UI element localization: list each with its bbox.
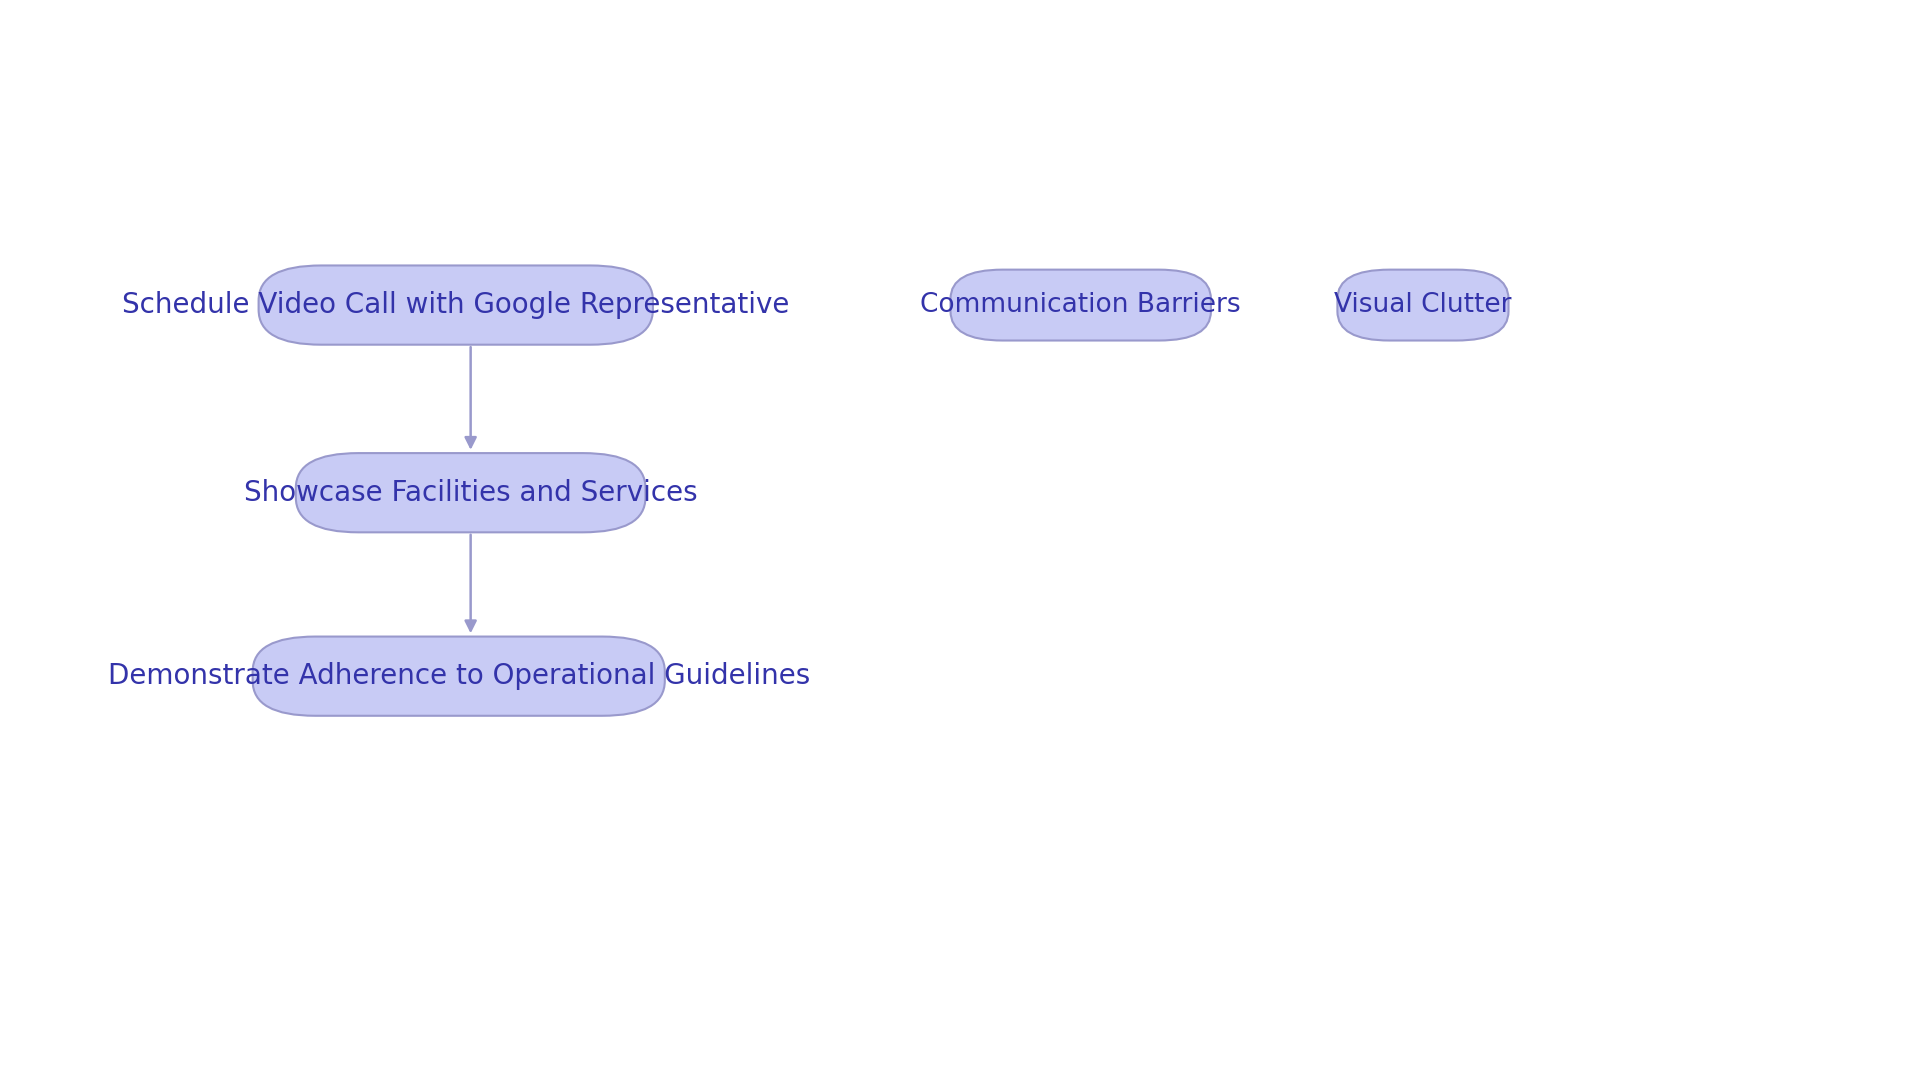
Text: Visual Clutter: Visual Clutter [1334, 292, 1511, 318]
FancyBboxPatch shape [296, 453, 645, 533]
Text: Communication Barriers: Communication Barriers [920, 292, 1240, 318]
FancyBboxPatch shape [259, 265, 653, 344]
Text: Schedule Video Call with Google Representative: Schedule Video Call with Google Represen… [123, 291, 789, 319]
FancyBboxPatch shape [950, 270, 1212, 340]
FancyBboxPatch shape [1338, 270, 1509, 340]
Text: Demonstrate Adherence to Operational Guidelines: Demonstrate Adherence to Operational Gui… [108, 662, 810, 690]
FancyBboxPatch shape [253, 637, 664, 716]
Text: Showcase Facilities and Services: Showcase Facilities and Services [244, 479, 697, 507]
